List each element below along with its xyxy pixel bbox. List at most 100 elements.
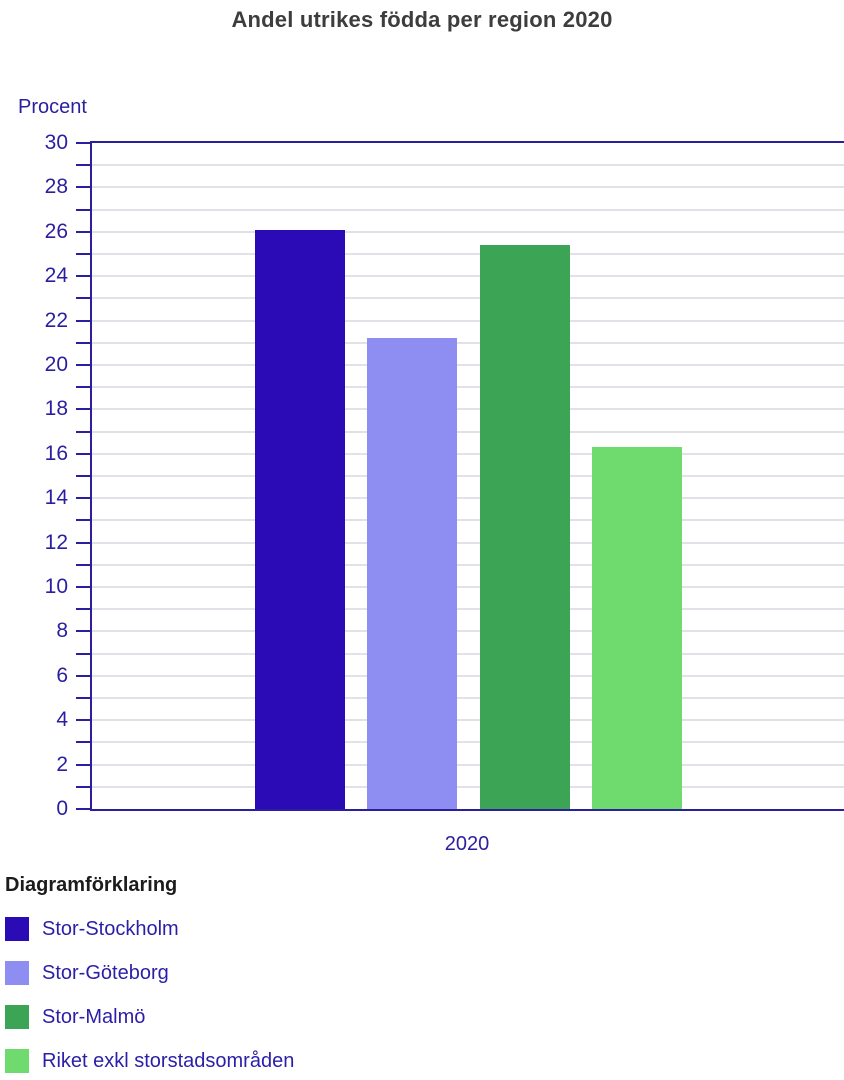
bar-stor-malmo — [480, 245, 570, 809]
y-gridline — [92, 608, 844, 611]
y-axis-title: Procent — [18, 96, 87, 118]
y-tick-label: 0 — [56, 797, 68, 820]
y-tick-label: 2 — [56, 752, 68, 776]
legend-items: Stor-Stockholm Stor-Göteborg Stor-Malmö Rik… — [5, 917, 505, 1073]
y-axis-tick — [76, 341, 90, 344]
y-axis-tick — [76, 586, 90, 588]
legend-item: Stor-Malmö — [5, 1005, 505, 1029]
y-axis-tick — [76, 430, 90, 433]
y-tick-label: 24 — [44, 264, 68, 288]
y-tick-label: 10 — [44, 575, 68, 598]
y-gridline — [92, 652, 844, 655]
y-axis-tick — [76, 519, 90, 522]
y-gridline — [92, 386, 844, 389]
y-axis-tick — [76, 186, 90, 189]
y-gridline — [92, 475, 844, 477]
y-axis-tick — [76, 275, 90, 278]
legend-label: Stor-Malmö — [42, 1006, 146, 1028]
y-tick-label: 6 — [56, 663, 68, 687]
legend-swatch-icon — [5, 1005, 29, 1029]
legend-label: Riket exkl storstadsområden — [42, 1050, 295, 1072]
y-tick-label: 12 — [44, 530, 68, 554]
y-gridline — [92, 341, 844, 344]
legend-item: Riket exkl storstadsområden — [5, 1049, 505, 1073]
y-axis-tick — [76, 297, 90, 300]
y-gridline — [92, 697, 844, 699]
y-axis-tick — [76, 741, 90, 744]
y-tick-label: 4 — [56, 708, 68, 732]
bar-riket-exkl-storstadsomraden — [592, 447, 682, 809]
legend-item: Stor-Göteborg — [5, 961, 505, 985]
y-axis-tick — [76, 408, 90, 411]
legend-swatch-icon — [5, 917, 29, 941]
y-tick-label: 18 — [44, 397, 68, 421]
legend-swatch-icon — [5, 1049, 29, 1073]
y-axis-tick — [76, 364, 90, 366]
y-axis-tick — [76, 697, 90, 699]
y-gridline — [92, 230, 844, 233]
y-gridline — [92, 785, 844, 788]
y-tick-label: 8 — [56, 619, 68, 643]
y-tick-label: 22 — [44, 308, 68, 332]
y-tick-label: 30 — [44, 131, 68, 154]
y-gridline — [92, 519, 844, 522]
legend: Diagramförklaring Stor-Stockholm Stor-Göt… — [5, 874, 505, 1080]
y-axis-tick — [76, 763, 90, 766]
y-axis-tick — [76, 164, 90, 167]
y-axis-tick — [76, 630, 90, 633]
y-gridline — [92, 741, 844, 744]
legend-label: Stor-Stockholm — [42, 918, 179, 940]
bar-stor-goteborg — [367, 338, 457, 809]
chart-title: Andel utrikes födda per region 2020 — [231, 7, 613, 32]
y-axis-tick — [76, 541, 90, 544]
y-tick-label: 14 — [44, 486, 68, 510]
y-axis-tick — [76, 497, 90, 500]
y-axis-tick — [76, 230, 90, 233]
legend-item: Stor-Stockholm — [5, 917, 505, 941]
y-gridline — [92, 630, 844, 633]
plot-area: 0 2 4 6 8 10 12 14 16 18 20 22 24 26 28 30 — [45, 131, 844, 820]
y-gridline — [92, 275, 844, 278]
y-axis-tick — [76, 785, 90, 788]
y-axis-tick — [76, 719, 90, 722]
y-axis-tick — [76, 452, 90, 455]
y-gridline — [92, 430, 844, 433]
y-axis-tick — [76, 563, 90, 566]
y-tick-label: 20 — [44, 353, 68, 376]
y-axis-tick — [76, 319, 90, 322]
y-gridline — [92, 541, 844, 544]
y-gridline — [92, 497, 844, 500]
y-gridline — [92, 408, 844, 411]
legend-swatch-icon — [5, 961, 29, 985]
y-gridline — [92, 563, 844, 566]
bar-stor-stockholm — [255, 229, 345, 809]
y-axis-tick — [76, 652, 90, 655]
y-gridline — [92, 674, 844, 677]
y-axis-tick — [76, 208, 90, 211]
y-axis-tick — [76, 608, 90, 611]
legend-title: Diagramförklaring — [5, 874, 178, 896]
y-tick-label: 26 — [44, 219, 68, 243]
y-tick-label: 16 — [44, 441, 68, 465]
y-gridline — [92, 719, 844, 722]
y-gridline — [92, 297, 844, 300]
plot-inner: 0 2 4 6 8 10 12 14 16 18 20 22 24 26 28 30 — [45, 131, 844, 820]
y-axis-tick — [76, 253, 90, 255]
y-gridline — [92, 319, 844, 322]
y-axis-tick — [76, 386, 90, 389]
y-axis-tick — [76, 674, 90, 677]
legend-label: Stor-Göteborg — [42, 962, 169, 984]
y-gridline — [92, 763, 844, 766]
y-axis-tick — [76, 808, 90, 810]
y-gridline — [92, 186, 844, 189]
y-gridline — [92, 586, 844, 588]
y-gridline — [92, 208, 844, 211]
x-axis-category-label: 2020 — [444, 833, 490, 855]
y-gridline — [92, 164, 844, 167]
y-gridline — [92, 364, 844, 366]
y-gridline — [92, 452, 844, 455]
y-tick-label: 28 — [44, 175, 68, 199]
y-axis-tick — [76, 475, 90, 477]
y-gridline — [92, 253, 844, 255]
